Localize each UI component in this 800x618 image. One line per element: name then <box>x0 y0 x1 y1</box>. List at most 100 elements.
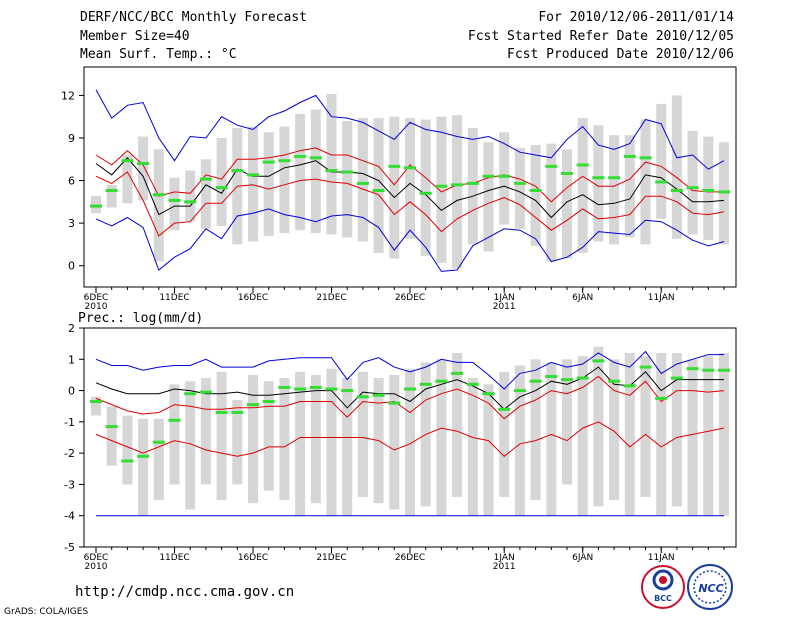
ensemble-box-10 <box>248 126 258 242</box>
ensemble-box-36 <box>656 353 667 516</box>
observed-marker-3 <box>137 454 150 458</box>
observed-marker-16 <box>341 170 354 174</box>
ensemble-box-19 <box>389 374 400 510</box>
ensemble-box-3 <box>138 418 149 516</box>
ensemble-box-24 <box>467 128 478 245</box>
ensemble-box-32 <box>593 346 604 507</box>
lower-spread-line <box>95 421 725 457</box>
observed-marker-21 <box>419 382 432 386</box>
ensemble-box-17 <box>357 118 368 242</box>
observed-marker-20 <box>404 387 416 391</box>
ensemble-box-35 <box>640 119 651 245</box>
y-tick-label: 12 <box>61 89 75 102</box>
observed-marker-31 <box>576 163 589 167</box>
observed-marker-34 <box>623 154 636 158</box>
ensemble-box-5 <box>169 177 180 231</box>
x-tick-label: 16DEC <box>238 293 268 303</box>
observed-marker-2 <box>121 159 134 163</box>
x-tick-label: 11DEC <box>159 553 189 563</box>
x-tick-year-label: 2011 <box>493 562 516 572</box>
x-tick-year-label: 2010 <box>85 302 108 312</box>
ensemble-box-28 <box>530 359 541 501</box>
started-date-label: Fcst Started Refer Date 2010/12/05 <box>467 29 734 44</box>
ensemble-box-24 <box>467 378 478 516</box>
ensemble-box-14 <box>310 374 321 504</box>
observed-marker-19 <box>388 401 401 405</box>
ensemble-box-22 <box>436 359 447 516</box>
ensemble-box-37 <box>671 95 682 239</box>
observed-marker-19 <box>388 164 401 168</box>
observed-marker-24 <box>466 382 479 386</box>
produced-date-label: Fcst Produced Date 2010/12/06 <box>507 47 734 62</box>
observed-marker-38 <box>686 186 699 190</box>
ensemble-box-11 <box>263 132 274 236</box>
observed-marker-14 <box>309 385 322 389</box>
x-tick-label: 6JAN <box>572 553 593 563</box>
ensemble-box-39 <box>703 356 714 516</box>
ensemble-box-0 <box>91 396 101 416</box>
ensemble-box-20 <box>405 118 415 239</box>
y-tick-label: 6 <box>68 175 75 188</box>
ensemble-box-33 <box>609 135 620 245</box>
ensemble-box-8 <box>216 371 227 501</box>
observed-marker-10 <box>247 173 259 177</box>
ensemble-box-21 <box>420 119 431 256</box>
ensemble-box-9 <box>232 399 243 485</box>
observed-marker-21 <box>419 191 432 195</box>
observed-marker-35 <box>639 156 652 160</box>
observed-marker-34 <box>623 384 636 388</box>
observed-marker-29 <box>545 164 558 168</box>
observed-marker-1 <box>105 188 118 192</box>
ensemble-box-35 <box>640 356 651 497</box>
observed-marker-39 <box>702 188 715 192</box>
ensemble-box-12 <box>279 126 290 234</box>
observed-marker-26 <box>498 407 511 411</box>
footer-url[interactable]: http://cmdp.ncc.cma.gov.cn <box>75 584 294 600</box>
observed-marker-11 <box>262 400 275 404</box>
observed-marker-11 <box>262 160 275 164</box>
ensemble-box-16 <box>342 378 353 516</box>
observed-marker-33 <box>608 176 621 180</box>
observed-marker-0 <box>90 400 102 404</box>
ensemble-box-34 <box>624 135 635 238</box>
observed-marker-40 <box>718 368 730 372</box>
observed-marker-37 <box>670 188 683 192</box>
ensemble-box-19 <box>389 116 400 259</box>
observed-marker-3 <box>137 162 150 166</box>
ensemble-box-27 <box>514 365 525 516</box>
ensemble-box-13 <box>295 371 306 516</box>
ensemble-box-12 <box>279 378 290 501</box>
ensemble-box-4 <box>153 149 164 262</box>
ensemble-box-23 <box>452 353 463 497</box>
observed-marker-22 <box>435 184 448 188</box>
x-tick-label: 6JAN <box>572 293 593 303</box>
observed-marker-39 <box>702 368 715 372</box>
upper-spread-line <box>95 375 725 420</box>
ensemble-box-20 <box>405 368 415 516</box>
observed-marker-4 <box>152 440 165 444</box>
ensemble-box-10 <box>248 374 258 504</box>
ensemble-box-28 <box>530 145 541 246</box>
observed-marker-6 <box>184 200 197 204</box>
ensemble-box-7 <box>200 159 211 229</box>
chart-title: DERF/NCC/BCC Monthly Forecast <box>80 10 307 25</box>
ensemble-box-26 <box>499 132 510 225</box>
observed-marker-14 <box>309 156 322 160</box>
ensemble-box-40 <box>719 353 729 516</box>
observed-marker-15 <box>325 387 338 391</box>
observed-marker-8 <box>215 410 228 414</box>
observed-marker-5 <box>168 418 181 422</box>
x-tick-label: 26DEC <box>395 553 425 563</box>
x-tick-year-label: 2011 <box>493 302 516 312</box>
x-tick-label: 26DEC <box>395 293 425 303</box>
ensemble-box-17 <box>357 371 368 497</box>
ensemble-box-30 <box>562 359 572 485</box>
observed-marker-30 <box>561 171 573 175</box>
ensemble-box-6 <box>185 381 196 510</box>
x-tick-label: 1JAN <box>494 553 515 563</box>
observed-marker-0 <box>90 204 102 208</box>
y-tick-label: -1 <box>64 416 75 429</box>
observed-marker-25 <box>482 174 495 178</box>
